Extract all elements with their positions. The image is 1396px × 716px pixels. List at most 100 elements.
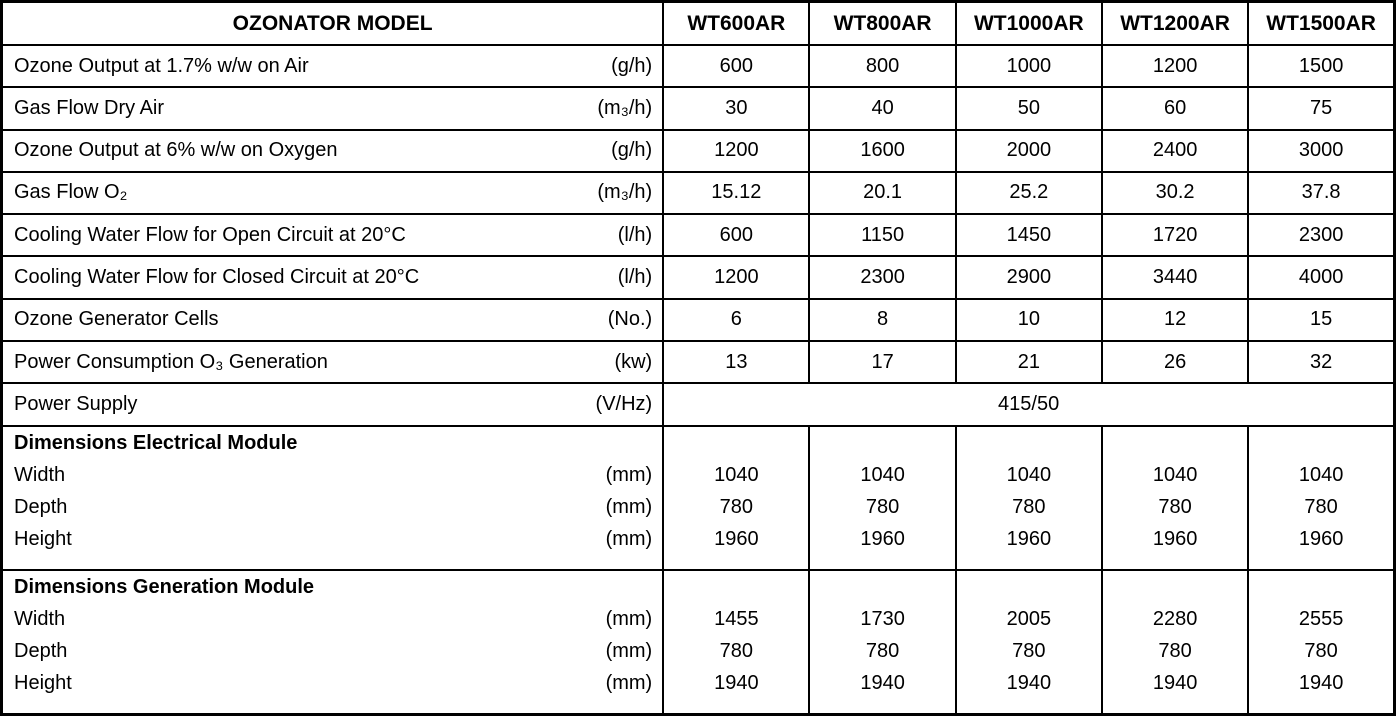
cell-value: 2400: [1100, 128, 1250, 173]
cell-value: 1200: [662, 128, 811, 173]
dimension-values: 2280 780 1940: [1100, 568, 1250, 716]
dimension-values: 1730 780 1940: [808, 568, 957, 716]
cell-value: 780: [719, 495, 754, 518]
dim-unit: (mm): [605, 607, 653, 630]
header-row: OZONATOR MODEL WT600AR WT800AR WT1000AR …: [0, 0, 1396, 46]
cell-value: 780: [1158, 639, 1192, 662]
cell-value: 780: [865, 639, 900, 662]
cell-value: 40: [808, 86, 957, 131]
cell-value: 1500: [1247, 43, 1396, 89]
cell-value: 1960: [1006, 527, 1052, 550]
cell-value: 2555: [1298, 607, 1344, 630]
cell-value: 1960: [1152, 527, 1198, 550]
cell-value: 1040: [1006, 463, 1052, 486]
row-unit: (g/h): [611, 54, 653, 77]
cell-value: 1450: [954, 213, 1103, 258]
cell-value: 780: [1304, 639, 1338, 662]
dimension-values: 2555 780 1940: [1247, 568, 1396, 716]
cell-value: 1200: [1100, 43, 1250, 89]
row-label: Gas Flow Dry Air: [14, 96, 165, 119]
section-title: Dimensions Electrical Module: [14, 431, 298, 454]
dim-label: Width: [14, 607, 66, 630]
cell-value: 780: [1304, 495, 1338, 518]
cell-value: 1720: [1100, 213, 1250, 258]
row-unit: (l/h): [617, 266, 653, 289]
dimension-values: 2005 780 1940: [954, 568, 1103, 716]
row-label: Ozone Output at 1.7% w/w on Air: [14, 54, 309, 77]
cell-value: 25.2: [954, 170, 1103, 216]
model-header: WT1200AR: [1100, 0, 1250, 46]
cell-value: 2900: [954, 255, 1103, 300]
cell-value: 1960: [860, 527, 905, 550]
table-row: Ozone Generator Cells (No.) 6 8 10 12 15: [0, 297, 1396, 342]
dimension-values: 1040 780 1960: [1247, 424, 1396, 571]
row-unit: (m₃/h): [597, 96, 653, 119]
cell-value: 2280: [1152, 607, 1198, 630]
cell-value: 37.8: [1247, 170, 1396, 216]
table-row: Power Consumption O₃ Generation (kw) 13 …: [0, 339, 1396, 385]
cell-value: 1455: [714, 607, 759, 630]
row-unit: (m₃/h): [597, 181, 653, 204]
row-label: Ozone Generator Cells: [14, 308, 219, 331]
dim-unit: (mm): [605, 527, 653, 550]
cell-value: 3440: [1100, 255, 1250, 300]
cell-value: 15: [1247, 297, 1396, 342]
cell-value: 1960: [1298, 527, 1344, 550]
cell-value: 1150: [808, 213, 957, 258]
cell-value: 21: [954, 339, 1103, 385]
cell-value: 75: [1247, 86, 1396, 131]
dim-unit: (mm): [605, 495, 653, 518]
table-row: Cooling Water Flow for Closed Circuit at…: [0, 255, 1396, 300]
cell-value: 30.2: [1100, 170, 1250, 216]
cell-value: 3000: [1247, 128, 1396, 173]
cell-value: 780: [719, 639, 754, 662]
dim-label: Height: [14, 671, 72, 694]
row-label: Ozone Output at 6% w/w on Oxygen: [14, 139, 338, 162]
row-label: Cooling Water Flow for Closed Circuit at…: [14, 266, 420, 289]
dimensions-generation-row: Dimensions Generation Module Width (mm) …: [0, 568, 1396, 716]
cell-value: 780: [865, 495, 900, 518]
table-row: Cooling Water Flow for Open Circuit at 2…: [0, 213, 1396, 258]
row-unit: (l/h): [617, 223, 653, 246]
cell-value: 780: [1012, 639, 1046, 662]
cell-value: 17: [808, 339, 957, 385]
table-row: Gas Flow Dry Air (m₃/h) 30 40 50 60 75: [0, 86, 1396, 131]
cell-value: 1940: [1152, 671, 1198, 694]
dim-label: Height: [14, 527, 72, 550]
cell-value: 1200: [662, 255, 811, 300]
cell-value: 1040: [860, 463, 905, 486]
row-label: Power Supply: [14, 392, 138, 415]
model-header: WT600AR: [662, 0, 811, 46]
cell-value: 30: [662, 86, 811, 131]
dim-label: Depth: [14, 495, 68, 518]
cell-value: 2005: [1006, 607, 1052, 630]
cell-value: 1040: [714, 463, 759, 486]
row-label: Gas Flow O₂: [14, 181, 128, 204]
cell-value: 1000: [954, 43, 1103, 89]
power-supply-value: 415/50: [662, 382, 1396, 427]
cell-value: 26: [1100, 339, 1250, 385]
dimension-values: 1455 780 1940: [662, 568, 811, 716]
dim-unit: (mm): [605, 671, 653, 694]
cell-value: 13: [662, 339, 811, 385]
row-unit: (kw): [614, 350, 653, 373]
row-unit: (V/Hz): [595, 392, 653, 415]
cell-value: 1960: [714, 527, 759, 550]
dimension-values: 1040 780 1960: [662, 424, 811, 571]
dimension-values: 1040 780 1960: [808, 424, 957, 571]
cell-value: 10: [954, 297, 1103, 342]
power-supply-row: Power Supply (V/Hz) 415/50: [0, 382, 1396, 427]
cell-value: 780: [1158, 495, 1192, 518]
corner-header: OZONATOR MODEL: [0, 0, 665, 46]
table-row: Gas Flow O₂ (m₃/h) 15.12 20.1 25.2 30.2 …: [0, 170, 1396, 216]
dimension-values: 1040 780 1960: [954, 424, 1103, 571]
cell-value: 50: [954, 86, 1103, 131]
cell-value: 1600: [808, 128, 957, 173]
row-label: Cooling Water Flow for Open Circuit at 2…: [14, 223, 406, 246]
cell-value: 2300: [1247, 213, 1396, 258]
cell-value: 1730: [860, 607, 905, 630]
row-unit: (No.): [607, 308, 653, 331]
dimensions-electrical-row: Dimensions Electrical Module Width (mm) …: [0, 424, 1396, 571]
